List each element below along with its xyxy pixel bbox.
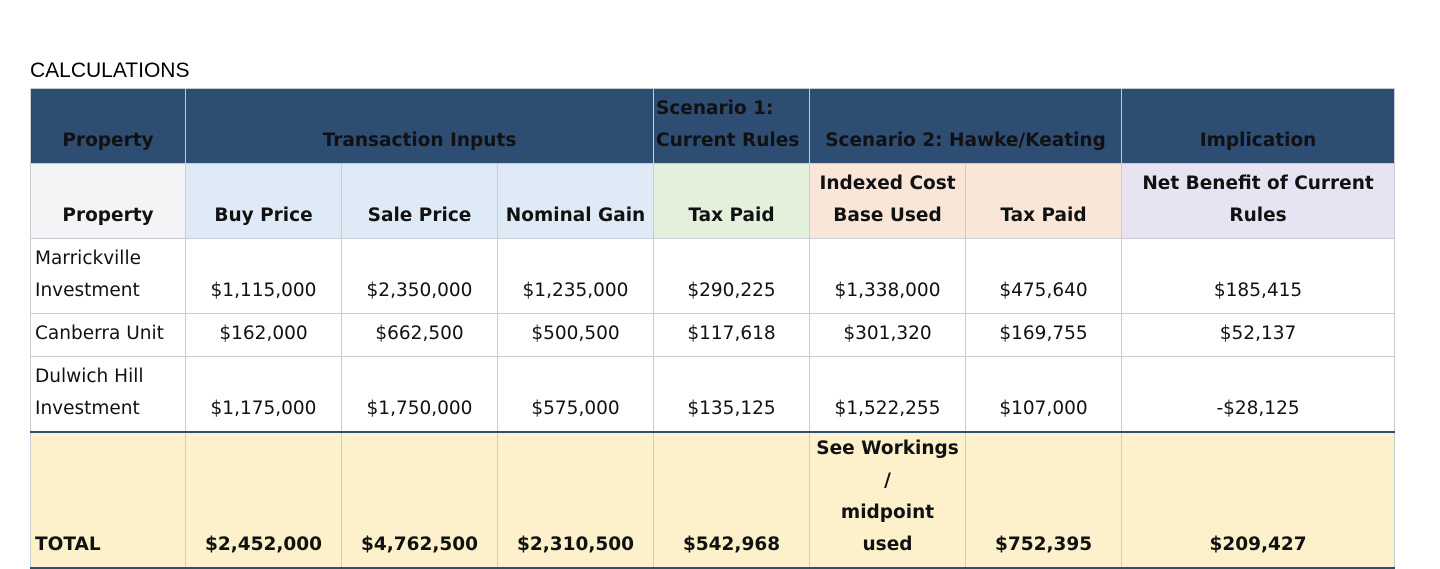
group-header-scenario-1-line1: Scenario 1: bbox=[656, 98, 774, 119]
group-header-transaction-inputs: Transaction Inputs bbox=[184, 88, 655, 164]
property-name-line1: Dulwich Hill bbox=[35, 366, 144, 387]
s1-tax-paid-cell: $135,125 bbox=[653, 356, 811, 433]
table-row: Dulwich Hill Investment $1,175,000 $1,75… bbox=[30, 356, 1396, 433]
group-header-scenario-1: Scenario 1: Current Rules bbox=[653, 88, 811, 164]
s2-tax-paid-cell: $107,000 bbox=[965, 356, 1123, 433]
table-row: Marrickville Investment $1,115,000 $2,35… bbox=[30, 238, 1396, 314]
total-net-benefit: $209,427 bbox=[1121, 431, 1396, 569]
column-header-s2-tax-paid: Tax Paid bbox=[965, 163, 1123, 239]
total-buy-price: $2,452,000 bbox=[185, 431, 342, 569]
column-header-buy-price: Buy Price bbox=[185, 163, 342, 239]
column-header-row: Property Buy Price Sale Price Nominal Ga… bbox=[30, 163, 1396, 239]
total-sale-price: $4,762,500 bbox=[341, 431, 498, 569]
group-header-scenario-2: Scenario 2: Hawke/Keating bbox=[809, 88, 1123, 164]
property-name-cell: Marrickville Investment bbox=[30, 238, 186, 314]
buy-price-cell: $1,175,000 bbox=[185, 356, 342, 433]
s2-tax-paid-cell: $475,640 bbox=[965, 238, 1123, 314]
total-label: TOTAL bbox=[30, 431, 186, 569]
sale-price-cell: $1,750,000 bbox=[341, 356, 498, 433]
nominal-gain-cell: $1,235,000 bbox=[496, 238, 655, 314]
buy-price-cell: $1,115,000 bbox=[185, 238, 342, 314]
property-name-line2: Investment bbox=[35, 280, 140, 301]
s1-tax-paid-cell: $290,225 bbox=[653, 238, 811, 314]
column-header-indexed-line2: Base Used bbox=[833, 205, 942, 226]
net-benefit-cell-negative: -$28,125 bbox=[1121, 356, 1396, 433]
indexed-cost-base-cell: $1,338,000 bbox=[809, 238, 967, 314]
total-s1-tax-paid: $542,968 bbox=[653, 431, 811, 569]
property-name-line1: Marrickville bbox=[35, 248, 141, 269]
property-name-cell: Canberra Unit bbox=[30, 313, 186, 357]
total-row: TOTAL $2,452,000 $4,762,500 $2,310,500 $… bbox=[30, 431, 1396, 569]
property-name-cell: Dulwich Hill Investment bbox=[30, 356, 186, 433]
column-header-indexed-cost-base: Indexed Cost Base Used bbox=[809, 163, 967, 239]
calculations-table: Property Transaction Inputs Scenario 1: … bbox=[30, 88, 1396, 569]
total-indexed-line1: See Workings / bbox=[816, 438, 959, 491]
column-header-indexed-line1: Indexed Cost bbox=[819, 173, 956, 194]
column-header-s1-tax-paid: Tax Paid bbox=[653, 163, 811, 239]
group-header-scenario-1-line2: Current Rules bbox=[656, 130, 800, 151]
total-nominal-gain: $2,310,500 bbox=[496, 431, 655, 569]
net-benefit-cell: $185,415 bbox=[1121, 238, 1396, 314]
indexed-cost-base-cell: $1,522,255 bbox=[809, 356, 967, 433]
table-row: Canberra Unit $162,000 $662,500 $500,500… bbox=[30, 313, 1396, 357]
property-name-line2: Investment bbox=[35, 398, 140, 419]
total-indexed-cost-base: See Workings / midpoint used bbox=[809, 431, 967, 569]
group-header-implication: Implication bbox=[1121, 88, 1396, 164]
column-header-nominal-gain: Nominal Gain bbox=[496, 163, 655, 239]
total-s2-tax-paid: $752,395 bbox=[965, 431, 1123, 569]
s1-tax-paid-cell: $117,618 bbox=[653, 313, 811, 357]
nominal-gain-cell: $575,000 bbox=[496, 356, 655, 433]
sale-price-cell: $2,350,000 bbox=[341, 238, 498, 314]
group-header-property: Property bbox=[30, 88, 186, 164]
sale-price-cell: $662,500 bbox=[341, 313, 498, 357]
s2-tax-paid-cell: $169,755 bbox=[965, 313, 1123, 357]
section-title: CALCULATIONS bbox=[30, 59, 190, 82]
net-benefit-cell: $52,137 bbox=[1121, 313, 1396, 357]
buy-price-cell: $162,000 bbox=[185, 313, 342, 357]
group-header-row: Property Transaction Inputs Scenario 1: … bbox=[30, 88, 1396, 164]
total-indexed-line2: midpoint used bbox=[840, 502, 935, 555]
column-header-property: Property bbox=[30, 163, 186, 239]
nominal-gain-cell: $500,500 bbox=[496, 313, 655, 357]
column-header-net-benefit: Net Benefit of Current Rules bbox=[1121, 163, 1396, 239]
column-header-sale-price: Sale Price bbox=[341, 163, 498, 239]
indexed-cost-base-cell: $301,320 bbox=[809, 313, 967, 357]
